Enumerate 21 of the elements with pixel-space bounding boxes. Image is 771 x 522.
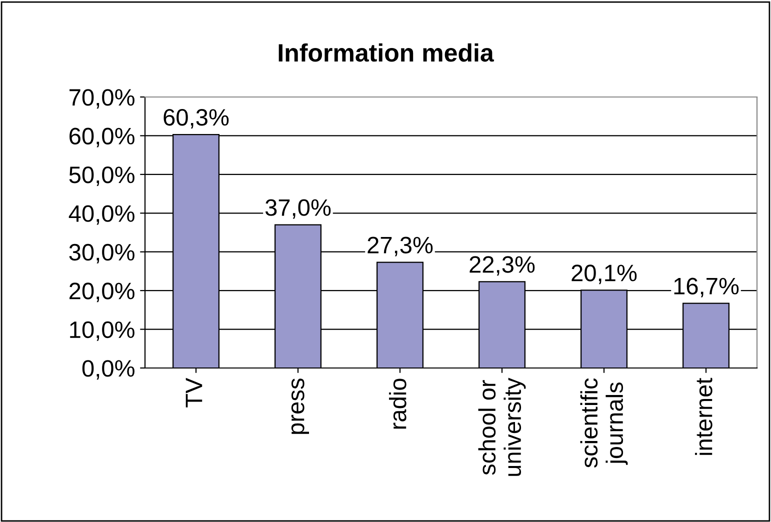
y-tick-label: 10,0% (70, 321, 134, 341)
y-tick-label: 20,0% (70, 282, 134, 302)
x-tick-label: internet (694, 378, 712, 455)
y-tick-label: 40,0% (68, 205, 134, 225)
data-label: 37,0% (265, 199, 331, 219)
y-tick-label: 60,0% (70, 128, 134, 148)
data-label: 27,3% (368, 236, 433, 256)
y-tick-label: 70,0% (70, 89, 134, 109)
x-tick-label: scientific journals (580, 378, 628, 468)
data-label: 60,3% (164, 109, 229, 129)
x-tick-label: radio (388, 378, 406, 429)
x-tick-label: school or university (478, 378, 526, 476)
x-tick-label: press (291, 378, 310, 434)
y-tick-label: 30,0% (69, 244, 134, 264)
y-tick-label: 0,0% (82, 360, 134, 380)
chart-title: Information media (278, 43, 494, 62)
data-label: 16,7% (674, 278, 739, 298)
data-label: 22,3% (470, 256, 535, 276)
data-label: 20,1% (572, 264, 637, 284)
x-tick-label: TV (186, 378, 202, 408)
y-tick-label: 50,0% (69, 166, 134, 186)
